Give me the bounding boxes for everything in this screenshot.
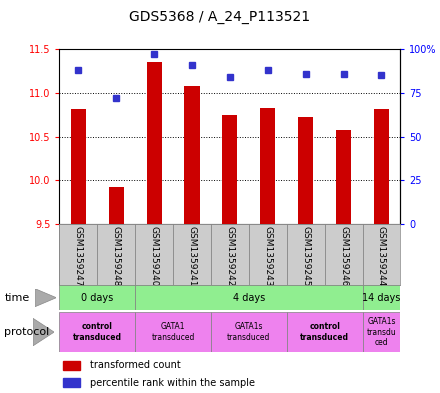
Bar <box>59 224 97 285</box>
Text: control
transduced: control transduced <box>73 322 122 342</box>
Bar <box>63 378 80 387</box>
Text: GSM1359248: GSM1359248 <box>112 226 121 286</box>
Bar <box>287 312 363 352</box>
Bar <box>325 224 363 285</box>
Bar <box>63 361 80 369</box>
Text: 14 days: 14 days <box>362 293 401 303</box>
Bar <box>363 224 400 285</box>
Text: GSM1359240: GSM1359240 <box>150 226 159 286</box>
Text: GATA1s
transdu
ced: GATA1s transdu ced <box>367 317 396 347</box>
Text: GSM1359247: GSM1359247 <box>74 226 83 286</box>
Bar <box>59 285 135 310</box>
Text: GSM1359241: GSM1359241 <box>187 226 197 286</box>
Text: GATA1
transduced: GATA1 transduced <box>151 322 195 342</box>
Bar <box>135 224 173 285</box>
Bar <box>109 187 124 224</box>
Text: 4 days: 4 days <box>233 293 265 303</box>
Text: GATA1s
transduced: GATA1s transduced <box>227 322 271 342</box>
Bar <box>222 115 238 224</box>
Polygon shape <box>33 318 54 346</box>
Bar <box>135 312 211 352</box>
Bar <box>336 130 351 224</box>
Bar <box>260 108 275 224</box>
Text: GSM1359245: GSM1359245 <box>301 226 310 286</box>
Bar <box>97 224 135 285</box>
Bar <box>173 224 211 285</box>
Bar <box>211 312 287 352</box>
Text: protocol: protocol <box>4 327 50 337</box>
Bar <box>363 285 400 310</box>
Text: transformed count: transformed count <box>90 360 181 370</box>
Text: control
transduced: control transduced <box>300 322 349 342</box>
Bar <box>249 224 287 285</box>
Text: GSM1359246: GSM1359246 <box>339 226 348 286</box>
Bar <box>147 62 162 224</box>
Bar <box>184 86 200 224</box>
Polygon shape <box>35 289 56 307</box>
Text: percentile rank within the sample: percentile rank within the sample <box>90 378 255 388</box>
Bar <box>363 312 400 352</box>
Bar <box>211 224 249 285</box>
Bar <box>59 312 135 352</box>
Bar <box>298 118 313 224</box>
Bar <box>374 108 389 224</box>
Text: 0 days: 0 days <box>81 293 114 303</box>
Bar <box>135 285 363 310</box>
Bar <box>71 108 86 224</box>
Text: time: time <box>4 293 29 303</box>
Text: GDS5368 / A_24_P113521: GDS5368 / A_24_P113521 <box>129 10 311 24</box>
Text: GSM1359242: GSM1359242 <box>225 226 235 286</box>
Text: GSM1359243: GSM1359243 <box>263 226 272 286</box>
Bar <box>287 224 325 285</box>
Text: GSM1359244: GSM1359244 <box>377 226 386 286</box>
